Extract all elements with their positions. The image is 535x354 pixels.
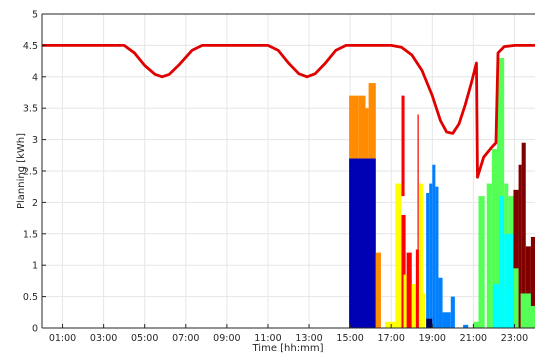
x-tick-label-2: 05:00: [131, 333, 158, 344]
bar-36: [513, 189, 519, 328]
bar-20: [432, 164, 436, 328]
bar-25: [463, 324, 469, 328]
x-tick-label-1: 03:00: [90, 333, 117, 344]
bar-12: [411, 284, 416, 328]
bar-40: [525, 246, 531, 328]
y-tick-label-5: 2.5: [23, 167, 38, 178]
bar-8: [401, 95, 405, 197]
line-group: [42, 44, 535, 179]
bar-24: [450, 296, 455, 328]
x-tick-label-7: 15:00: [336, 333, 363, 344]
bar-19: [429, 183, 433, 319]
bar-35: [504, 233, 514, 328]
bar-17: [426, 318, 433, 328]
bar-21: [435, 186, 439, 328]
bar-9: [401, 214, 406, 328]
y-tick-labels: 0 0.5 1 1.5 2 2.5 3 3.5 4 4.5 5: [23, 10, 38, 335]
bar-7: [395, 183, 402, 328]
y-tick-label-3: 1.5: [23, 229, 38, 240]
y-tick-label-6: 3: [32, 135, 38, 146]
bar-27: [478, 196, 485, 328]
bar-26: [473, 321, 479, 328]
y-tick-label-2: 1: [32, 261, 38, 272]
x-tick-label-3: 07:00: [172, 333, 199, 344]
x-tick-label-10: 21:00: [460, 333, 487, 344]
x-tick-label-5: 11:00: [254, 333, 281, 344]
bar-39: [521, 142, 526, 328]
y-tick-label-0: 0: [32, 324, 38, 335]
bar-4: [368, 83, 376, 159]
bar-37: [513, 268, 519, 328]
bar-42: [520, 293, 531, 328]
bar-29: [491, 149, 497, 328]
bar-14: [417, 114, 419, 250]
y-axis-label: Planning [kWh]: [16, 133, 27, 209]
x-tick-labels: 01:00 03:00 05:00 07:00 09:00 11:00 13:00 15:00…: [49, 333, 528, 344]
bar-1: [349, 95, 359, 159]
bar-28: [486, 183, 492, 328]
bar-32: [499, 196, 505, 328]
y-tick-label-10: 5: [32, 10, 38, 21]
bar-18: [426, 192, 430, 319]
x-tick-label-6: 13:00: [295, 333, 322, 344]
bar-41: [530, 236, 535, 328]
x-tick-label-9: 19:00: [419, 333, 446, 344]
bar-16: [423, 293, 426, 328]
y-tick-label-9: 4.5: [23, 41, 38, 52]
x-tick-label-0: 01:00: [49, 333, 76, 344]
x-tick-label-11: 23:00: [501, 333, 528, 344]
bar-2: [358, 95, 366, 159]
bar-43: [526, 306, 535, 328]
bar-13: [415, 249, 419, 328]
x-axis-label: Time [hh:mm]: [252, 343, 324, 354]
y-tick-label-7: 3.5: [23, 104, 38, 115]
bar-0: [349, 158, 376, 328]
bar-10: [403, 274, 409, 328]
bar-38: [518, 164, 522, 328]
bar-15: [418, 183, 424, 328]
bar-3: [365, 108, 369, 159]
bars-group: [349, 57, 535, 329]
axes: [41, 13, 535, 329]
bar-11: [406, 252, 412, 328]
x-tick-label-4: 09:00: [213, 333, 240, 344]
bar-31: [492, 284, 500, 328]
planning-line: [42, 44, 535, 179]
bar-23: [442, 312, 451, 328]
bar-5: [375, 252, 381, 328]
y-tick-label-4: 2: [32, 198, 38, 209]
bar-30: [496, 57, 505, 329]
x-tick-label-8: 17:00: [378, 333, 405, 344]
y-tick-label-8: 4: [32, 72, 38, 83]
y-tick-label-1: 0.5: [23, 292, 38, 303]
bar-22: [438, 277, 443, 328]
